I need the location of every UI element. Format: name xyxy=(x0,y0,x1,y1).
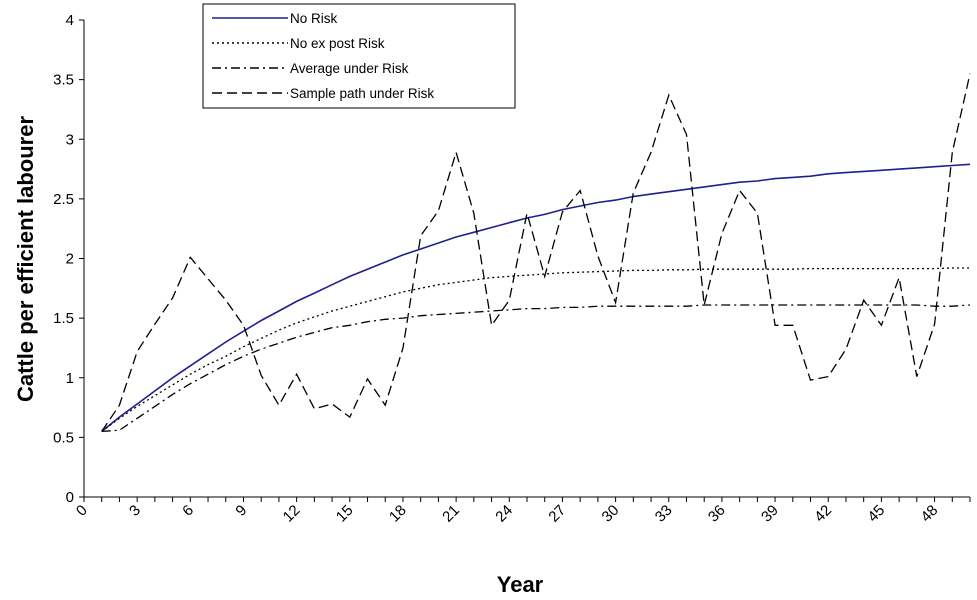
x-tick-label: 15 xyxy=(333,502,357,526)
legend-label: Sample path under Risk xyxy=(290,86,434,101)
y-tick-label: 2 xyxy=(66,251,74,268)
legend-box xyxy=(202,3,516,109)
y-tick-label: 1 xyxy=(66,370,74,387)
y-tick-label: 0.5 xyxy=(53,429,74,446)
x-tick-label: 27 xyxy=(545,502,569,526)
y-tick-label: 4 xyxy=(66,12,74,29)
series-line-no-ex-post-risk xyxy=(101,267,970,432)
x-tick-label: 30 xyxy=(599,502,623,526)
legend: No Risk No ex post Risk Average under Risk… xyxy=(202,3,516,109)
x-tick-label: 18 xyxy=(386,502,410,526)
x-tick-label: 9 xyxy=(232,502,250,520)
x-tick-label: 36 xyxy=(705,502,729,526)
x-tick-label: 48 xyxy=(918,502,942,526)
y-axis-title: Cattle per efficient labourer xyxy=(13,116,38,403)
x-tick-label: 45 xyxy=(864,502,888,526)
series-line-sample-path-under-risk xyxy=(101,73,971,432)
legend-label: No ex post Risk xyxy=(290,36,385,51)
x-tick-label: 33 xyxy=(652,502,676,526)
legend-label: No Risk xyxy=(290,11,338,26)
x-axis-title: Year xyxy=(497,572,544,597)
series-line-no-risk xyxy=(101,163,971,433)
x-tick-label: 24 xyxy=(492,502,516,526)
x-tick-label: 39 xyxy=(758,502,782,526)
y-tick-label: 0 xyxy=(66,489,74,506)
y-tick-label: 3.5 xyxy=(53,72,74,89)
y-tick-label: 3 xyxy=(66,131,74,148)
x-tick-label: 3 xyxy=(126,502,144,520)
x-tick-label: 6 xyxy=(179,502,197,520)
legend-label: Average under Risk xyxy=(290,61,409,76)
y-tick-label: 1.5 xyxy=(53,310,74,327)
y-tick-label: 2.5 xyxy=(53,191,74,208)
x-tick-label: 42 xyxy=(811,502,835,526)
x-tick-label: 21 xyxy=(439,502,463,526)
series-line-average-under-risk xyxy=(101,304,971,433)
series-layer xyxy=(101,73,971,433)
x-tick-label: 0 xyxy=(73,502,91,520)
x-tick-label: 12 xyxy=(280,502,304,526)
